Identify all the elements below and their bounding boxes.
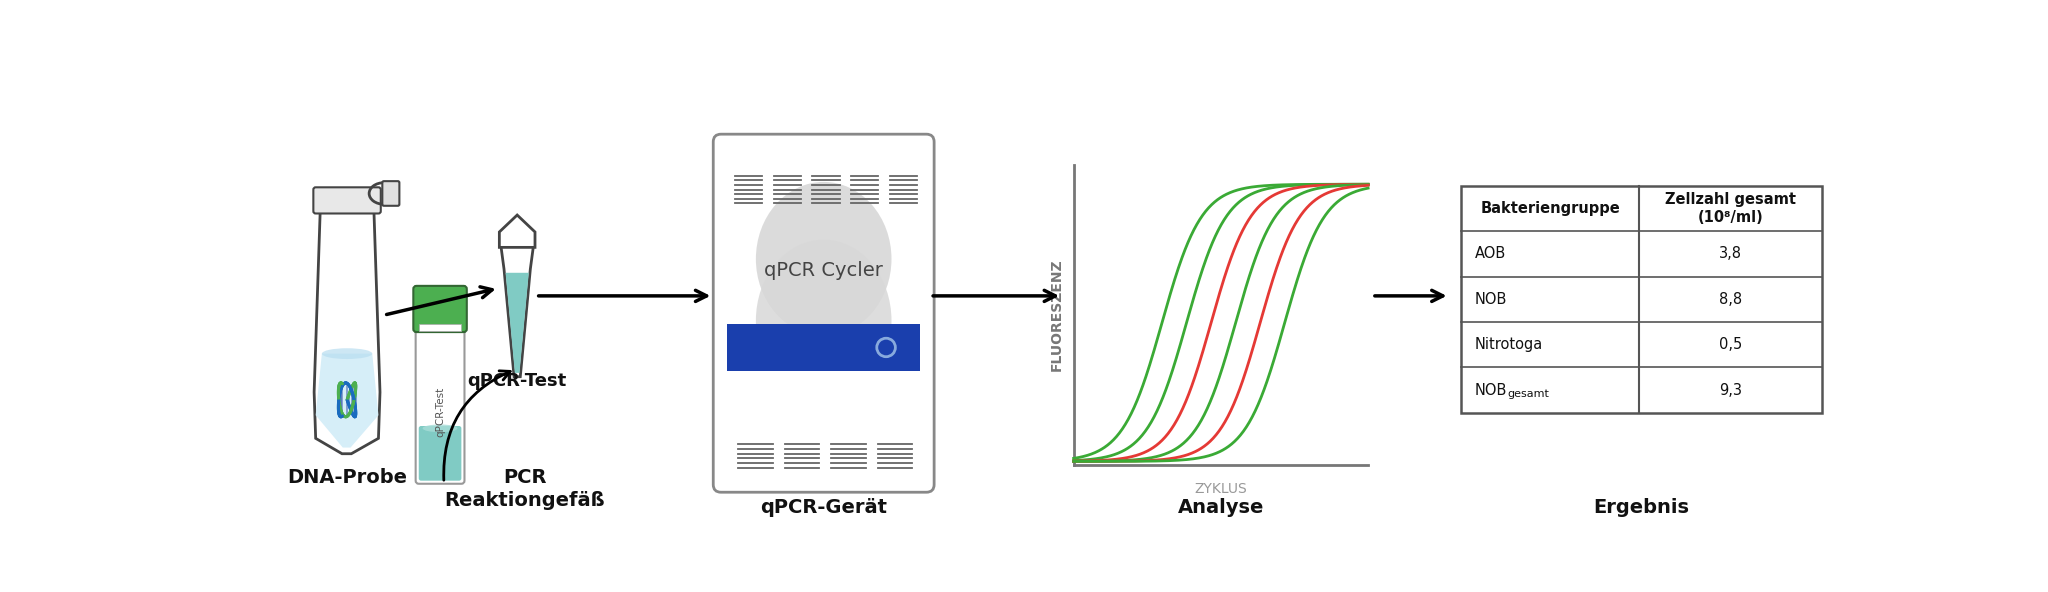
Polygon shape — [313, 207, 381, 453]
Text: Nitrotoga: Nitrotoga — [1475, 337, 1544, 352]
FancyBboxPatch shape — [313, 187, 381, 214]
Bar — [418, 324, 461, 332]
Polygon shape — [500, 215, 535, 247]
FancyBboxPatch shape — [416, 324, 465, 484]
Ellipse shape — [422, 424, 457, 432]
Text: PCR
Reaktiongefäß: PCR Reaktiongefäß — [444, 468, 606, 510]
FancyBboxPatch shape — [713, 134, 934, 492]
Text: 3,8: 3,8 — [1718, 246, 1743, 262]
Polygon shape — [502, 246, 532, 377]
Bar — [727, 324, 920, 371]
Text: 0,5: 0,5 — [1718, 337, 1743, 352]
Text: qPCR-Test: qPCR-Test — [434, 386, 444, 436]
FancyBboxPatch shape — [414, 286, 467, 332]
Bar — [727, 371, 920, 411]
Polygon shape — [315, 353, 379, 448]
Text: 9,3: 9,3 — [1718, 382, 1743, 398]
Polygon shape — [506, 273, 528, 373]
Text: DNA-Probe: DNA-Probe — [287, 468, 408, 487]
Text: Bakteriengruppe: Bakteriengruppe — [1481, 201, 1620, 216]
Text: Analyse: Analyse — [1178, 498, 1264, 517]
Text: NOB: NOB — [1475, 292, 1507, 307]
Text: gesamt: gesamt — [1507, 389, 1550, 399]
Text: 8,8: 8,8 — [1718, 292, 1743, 307]
Text: AOB: AOB — [1475, 246, 1507, 262]
Ellipse shape — [322, 348, 373, 359]
FancyBboxPatch shape — [383, 181, 399, 206]
Text: NOB: NOB — [1475, 382, 1507, 398]
Bar — [727, 353, 920, 422]
FancyBboxPatch shape — [418, 426, 461, 481]
Ellipse shape — [756, 240, 891, 401]
Text: qPCR-Test: qPCR-Test — [467, 372, 567, 390]
Text: Zellzahl gesamt
(10⁸/ml): Zellzahl gesamt (10⁸/ml) — [1665, 192, 1796, 226]
Text: FLUORESZENZ: FLUORESZENZ — [1049, 259, 1063, 371]
Text: qPCR-Gerät: qPCR-Gerät — [760, 498, 887, 517]
Text: Ergebnis: Ergebnis — [1593, 498, 1690, 517]
Text: ZYKLUS: ZYKLUS — [1194, 482, 1247, 496]
Ellipse shape — [756, 182, 891, 336]
Bar — [1460, 186, 1821, 413]
Text: qPCR Cycler: qPCR Cycler — [764, 261, 883, 280]
